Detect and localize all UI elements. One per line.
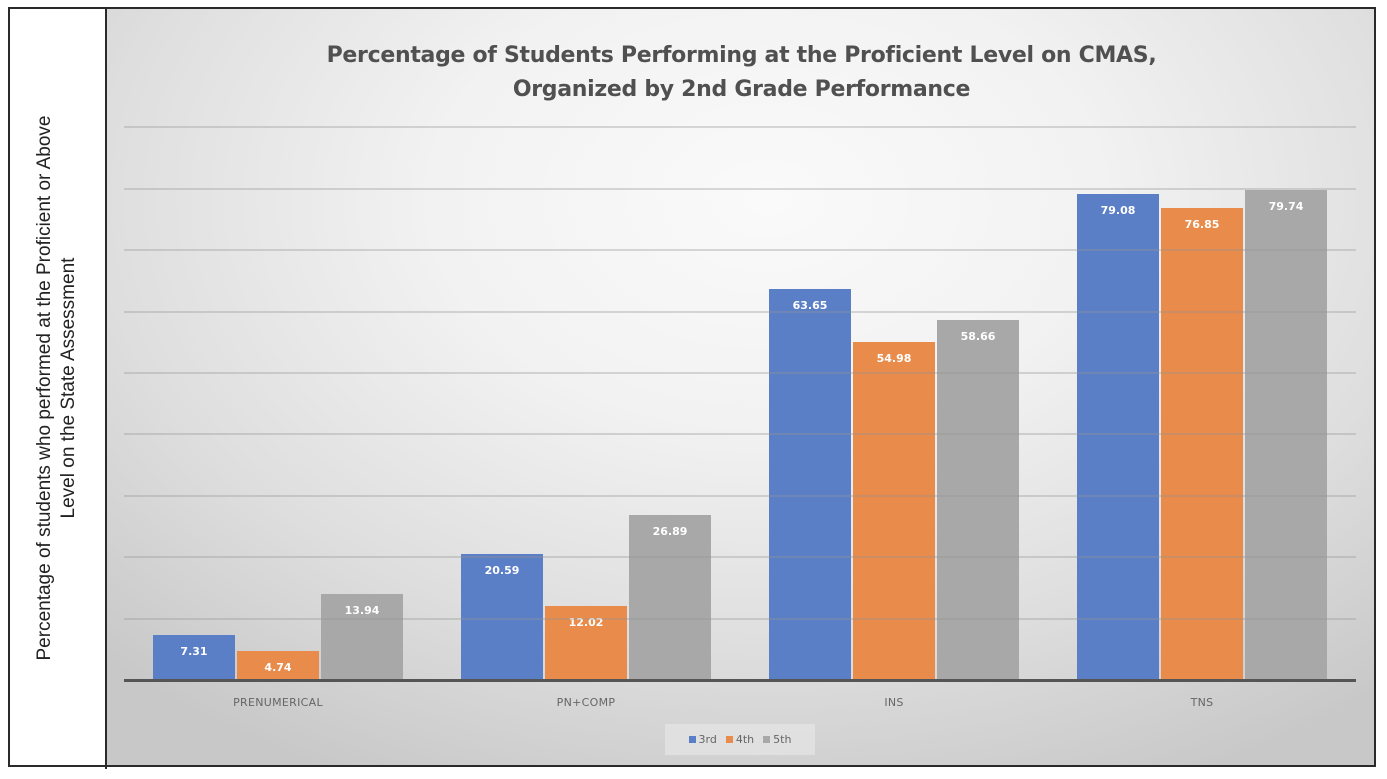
bar-value-label: 58.66 bbox=[960, 329, 996, 343]
chart-title-line-1: Percentage of Students Performing at the… bbox=[326, 43, 1157, 68]
bar-4th-prenumerical: 4.74 bbox=[237, 650, 319, 680]
legend-label: 4th bbox=[735, 733, 755, 746]
gridline bbox=[124, 187, 1356, 190]
gridline bbox=[124, 556, 1356, 559]
bar-3rd-pn-comp: 20.59 bbox=[461, 553, 543, 680]
y-axis-label-panel: Percentage of students who performed at … bbox=[8, 7, 107, 769]
bar-3rd-ins: 63.65 bbox=[769, 289, 851, 680]
bar-value-label: 13.94 bbox=[344, 604, 380, 618]
x-category-label: PN+COMP bbox=[556, 696, 616, 709]
legend-item-3rd: 3rd bbox=[688, 733, 717, 746]
gridline bbox=[124, 310, 1356, 313]
legend-item-5th: 5th bbox=[763, 733, 791, 746]
legend-item-4th: 4th bbox=[725, 733, 755, 746]
chart-area: Percentage of Students Performing at the… bbox=[107, 9, 1376, 767]
x-category-label: TNS bbox=[1190, 696, 1214, 709]
legend-swatch-icon bbox=[688, 736, 696, 743]
chart-frame bbox=[8, 7, 1376, 767]
bar-value-label: 79.74 bbox=[1268, 200, 1304, 214]
bar-value-label: 4.74 bbox=[264, 660, 292, 674]
chart-title-line-2: Organized by 2nd Grade Performance bbox=[512, 77, 971, 102]
gridline bbox=[124, 617, 1356, 620]
bar-value-label: 7.31 bbox=[180, 645, 208, 659]
bar-4th-tns: 76.85 bbox=[1161, 208, 1243, 680]
bar-5th-tns: 79.74 bbox=[1245, 190, 1327, 680]
gridline bbox=[124, 249, 1356, 252]
bar-value-label: 79.08 bbox=[1100, 204, 1136, 218]
x-axis-line bbox=[124, 679, 1356, 682]
bar-value-label: 20.59 bbox=[484, 563, 520, 577]
bar-value-label: 76.85 bbox=[1184, 218, 1220, 232]
bar-value-label: 26.89 bbox=[652, 524, 688, 538]
bar-5th-ins: 58.66 bbox=[937, 319, 1019, 680]
plot-area: 7.31 4.74 13.94 PRENUMERICAL 20.59 12.02 26.89… bbox=[124, 9, 1356, 709]
x-category-label: INS bbox=[884, 696, 904, 709]
chart-title: Percentage of Students Performing at the… bbox=[107, 39, 1376, 107]
bar-value-label: 54.98 bbox=[876, 352, 912, 366]
bar-4th-ins: 54.98 bbox=[853, 342, 935, 680]
gridline bbox=[124, 494, 1356, 497]
gridline bbox=[124, 433, 1356, 436]
bar-value-label: 12.02 bbox=[568, 616, 604, 630]
gridline bbox=[124, 372, 1356, 374]
gridline bbox=[124, 126, 1356, 129]
legend: 3rd 4th 5th bbox=[665, 724, 815, 755]
bar-value-label: 63.65 bbox=[792, 299, 828, 313]
bar-3rd-tns: 79.08 bbox=[1077, 194, 1159, 680]
x-category-label: PRENUMERICAL bbox=[233, 696, 323, 709]
bar-3rd-prenumerical: 7.31 bbox=[153, 635, 235, 680]
bar-5th-prenumerical: 13.94 bbox=[321, 594, 403, 680]
bar-4th-pn-comp: 12.02 bbox=[545, 606, 627, 680]
legend-label: 3rd bbox=[698, 733, 717, 746]
bar-5th-pn-comp: 26.89 bbox=[629, 514, 711, 680]
legend-swatch-icon bbox=[763, 736, 771, 743]
legend-swatch-icon bbox=[725, 736, 733, 743]
legend-label: 5th bbox=[773, 733, 792, 746]
